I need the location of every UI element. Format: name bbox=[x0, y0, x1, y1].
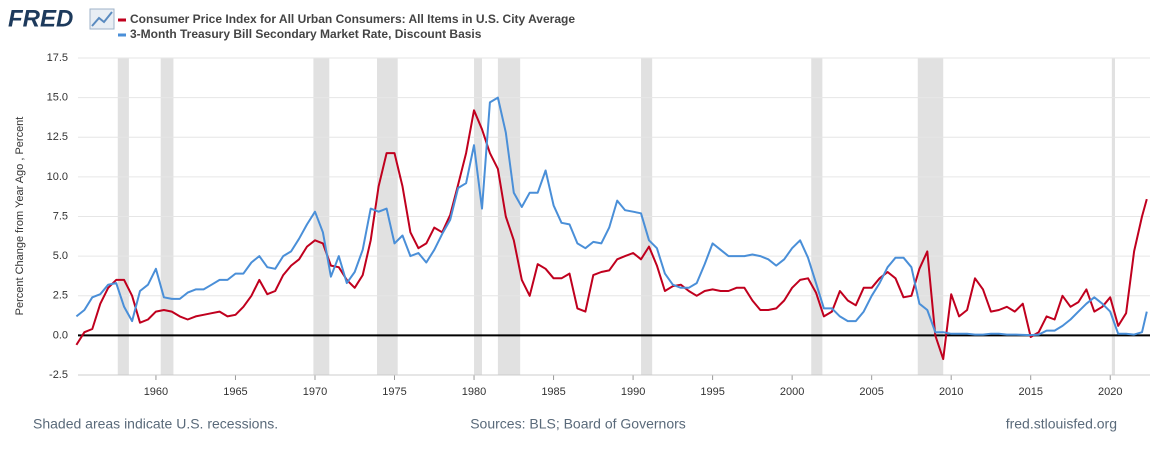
x-tick-label: 1995 bbox=[700, 386, 724, 398]
y-tick-label: -2.5 bbox=[49, 369, 68, 381]
y-tick-label: 5.0 bbox=[53, 250, 68, 262]
y-axis-label: Percent Change from Year Ago , Percent bbox=[14, 117, 26, 316]
x-tick-label: 2010 bbox=[939, 386, 963, 398]
x-tick-label: 2000 bbox=[780, 386, 804, 398]
series-line bbox=[75, 109, 1148, 361]
footer-note: Shaded areas indicate U.S. recessions. bbox=[33, 416, 278, 432]
legend-label: 3-Month Treasury Bill Secondary Market R… bbox=[130, 27, 482, 41]
x-tick-label: 1980 bbox=[462, 386, 486, 398]
footer-source: Sources: BLS; Board of Governors bbox=[470, 416, 686, 432]
x-tick-label: 2015 bbox=[1018, 386, 1042, 398]
y-tick-label: 12.5 bbox=[47, 131, 68, 143]
y-tick-label: 2.5 bbox=[53, 290, 68, 302]
x-tick-label: 1990 bbox=[621, 386, 645, 398]
logo: FRED bbox=[8, 5, 73, 32]
x-tick-label: 1960 bbox=[144, 386, 168, 398]
x-tick-label: 1970 bbox=[303, 386, 327, 398]
y-tick-label: 7.5 bbox=[53, 210, 68, 222]
footer-url: fred.stlouisfed.org bbox=[1006, 416, 1117, 432]
x-tick-label: 1965 bbox=[223, 386, 247, 398]
legend-label: Consumer Price Index for All Urban Consu… bbox=[130, 12, 575, 26]
y-tick-label: 0.0 bbox=[53, 329, 68, 341]
y-tick-label: 15.0 bbox=[47, 92, 68, 104]
logo-icon bbox=[89, 8, 115, 30]
x-tick-label: 2020 bbox=[1098, 386, 1122, 398]
x-tick-label: 1975 bbox=[382, 386, 406, 398]
y-tick-label: 17.5 bbox=[47, 52, 68, 64]
series-line bbox=[75, 96, 1148, 337]
x-tick-label: 1985 bbox=[541, 386, 565, 398]
x-tick-label: 2005 bbox=[859, 386, 883, 398]
y-tick-label: 10.0 bbox=[47, 171, 68, 183]
